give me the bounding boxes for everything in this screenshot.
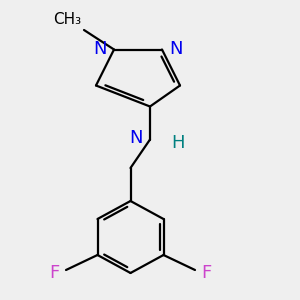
Text: N: N (169, 40, 183, 58)
Text: N: N (93, 40, 106, 58)
Text: F: F (201, 264, 211, 282)
Text: N: N (129, 129, 142, 147)
Text: H: H (171, 134, 184, 152)
Text: F: F (50, 264, 60, 282)
Text: CH₃: CH₃ (53, 12, 81, 27)
